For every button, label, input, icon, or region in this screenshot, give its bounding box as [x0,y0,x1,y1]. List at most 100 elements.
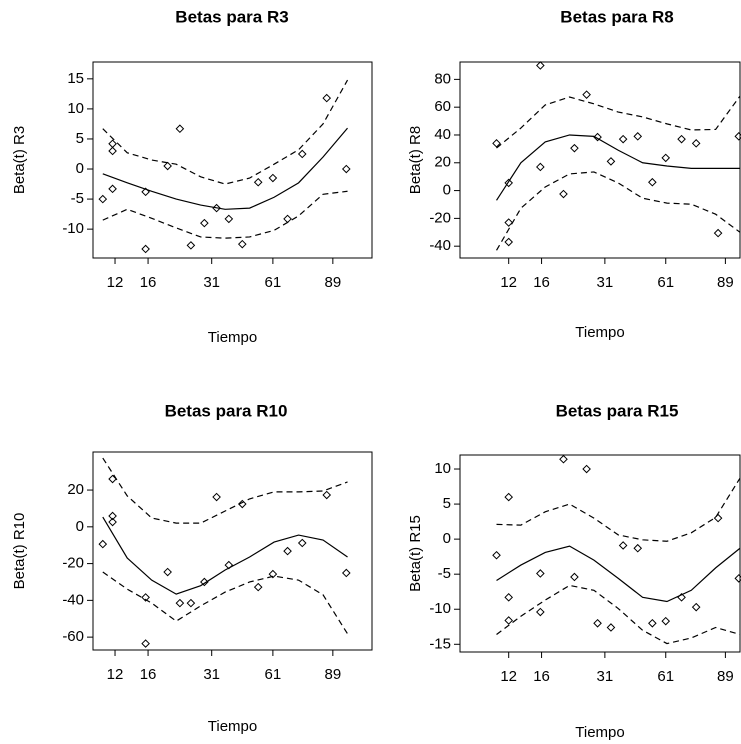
y-tick-label: 0 [443,182,451,199]
data-point [536,607,545,617]
y-tick-label: -40 [62,591,84,608]
data-point [108,517,117,527]
data-point [212,492,221,502]
data-point [648,177,657,187]
y-tick-label: 20 [434,154,451,171]
data-point [661,616,671,626]
x-tick-label: 16 [533,274,550,291]
data-point [713,513,723,523]
x-tick-label: 12 [107,666,124,683]
chart-title: Betas para R3 [175,7,288,26]
x-tick-label: 61 [657,668,674,685]
data-point [582,90,591,99]
data-point [297,149,307,159]
chart-title: Betas para R8 [560,7,673,26]
data-point [492,139,501,148]
x-axis-label: Tiempo [575,324,624,341]
data-point [504,492,514,502]
data-point [237,239,247,249]
data-point [283,214,292,224]
y-tick-label: -20 [429,209,451,226]
x-tick-label: 31 [597,274,614,291]
data-point [253,177,263,187]
data-point [141,639,150,648]
data-point [268,569,278,579]
data-point [633,543,643,553]
y-tick-label: -20 [62,555,84,572]
y-tick-label: 0 [443,530,451,547]
y-tick-label: 80 [434,70,451,87]
data-point [492,550,501,560]
y-tick-label: 0 [76,518,84,535]
data-point [98,539,108,549]
data-point [734,574,741,583]
data-point [297,538,307,548]
confidence-band [496,477,741,542]
data-point [224,214,234,224]
data-point [186,598,196,608]
data-point [504,218,514,227]
data-point [582,464,591,474]
data-point [570,572,579,582]
data-point [253,582,263,592]
x-tick-label: 89 [324,666,341,683]
data-point [691,139,701,148]
x-axis-label: Tiempo [575,724,624,741]
chart-title: Betas para R10 [165,401,288,420]
y-tick-label: 5 [443,495,451,512]
data-point [186,241,196,250]
plot-frame [92,61,373,259]
data-point [504,178,514,188]
data-point [108,184,117,194]
confidence-band [102,190,348,239]
y-axis-label: Beta(t) R10 [11,513,28,590]
y-tick-label: -40 [429,237,451,254]
y-tick-label: 10 [67,100,84,117]
y-tick-label: -5 [438,565,451,582]
data-point [283,546,292,556]
x-tick-label: 12 [500,274,517,291]
confidence-band [102,457,348,524]
y-tick-label: -10 [62,220,84,237]
fitted-curve [496,134,740,201]
x-tick-label: 16 [140,274,157,291]
data-point [593,132,602,142]
y-tick-label: -5 [71,190,84,207]
y-axis-label: Beta(t) R8 [407,126,424,194]
data-point [536,162,545,172]
data-point [504,237,514,247]
data-point [341,164,351,174]
data-point [141,593,150,602]
x-tick-label: 16 [533,668,550,685]
y-tick-label: 10 [434,460,451,477]
data-point [322,93,332,103]
y-axis-label: Beta(t) R3 [11,126,28,194]
data-point [618,134,628,144]
data-point [268,173,278,183]
data-point [536,61,545,70]
x-tick-label: 16 [140,666,157,683]
y-tick-label: 0 [76,160,84,177]
y-tick-label: -15 [429,635,451,652]
data-point [536,569,545,578]
confidence-band [102,79,349,185]
y-tick-label: 15 [67,70,84,87]
y-tick-label: -10 [429,600,451,617]
x-tick-label: 89 [324,274,341,291]
confidence-band [496,584,741,645]
y-tick-label: 20 [67,481,84,498]
data-point [175,598,185,608]
data-point [108,139,117,149]
confidence-band [102,571,349,635]
data-point [713,228,723,238]
data-point [322,490,332,500]
confidence-band [496,95,741,149]
plot-frame [92,451,373,651]
x-axis-label: Tiempo [208,718,257,735]
x-tick-label: 12 [107,274,124,291]
x-axis-label: Tiempo [208,329,257,346]
x-tick-label: 89 [717,274,734,291]
data-point [734,132,741,141]
data-point [633,132,643,141]
